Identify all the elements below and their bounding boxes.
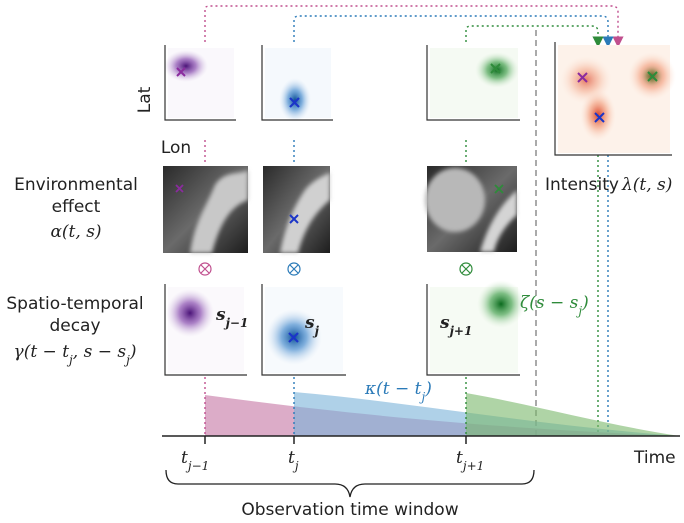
time-ticks (205, 436, 466, 444)
time-tick-label: tj+1 (456, 448, 484, 473)
formula: γ(t − tj, s − sj) (14, 342, 137, 367)
product-symbol (199, 263, 472, 275)
environment-image (425, 166, 517, 252)
connector (466, 26, 598, 42)
text-part: κ(t − t (364, 379, 422, 399)
intensity-label: Intensity (545, 175, 619, 195)
text-part: ) (424, 379, 432, 399)
environment-image (263, 166, 330, 253)
kernel-label: κ(t − tj) (364, 379, 432, 404)
body: Lat Lon Environmental effect α(t, s) Spa… (0, 0, 684, 523)
time-tick-label: tj (288, 448, 299, 473)
time-tick-label: tj−1 (181, 448, 209, 473)
intensity-panel (427, 45, 520, 120)
row-label: Environmental (14, 175, 138, 195)
connector (294, 16, 608, 42)
intensity-panel (262, 45, 333, 122)
text-part: ) (129, 342, 137, 362)
subscript: j−1 (185, 459, 209, 473)
subscript: j (313, 324, 320, 338)
text-part: ζ(s − s (520, 293, 579, 313)
page: Spatio-temporal point process diagram {"… (0, 0, 684, 523)
kernel-label: ζ(s − sj) (520, 293, 589, 318)
axis-label: Time (633, 448, 676, 468)
window-label: Observation time window (241, 500, 458, 520)
text-part: γ(t − t (14, 342, 70, 362)
intensity-map (555, 42, 676, 155)
subscript: j−1 (224, 316, 249, 330)
intensity-panel (164, 45, 236, 120)
text-part: , s − s (73, 342, 127, 362)
text-part: s (215, 305, 226, 325)
environment-image (163, 166, 248, 253)
formula: λ(t, s) (621, 175, 672, 195)
axis-label: Lat (135, 86, 155, 113)
connector (205, 6, 618, 42)
row-label: decay (49, 316, 100, 336)
window-brace (166, 470, 534, 497)
row-label: Spatio-temporal (6, 294, 143, 314)
subscript: j+1 (448, 324, 473, 338)
text-part: ) (581, 293, 589, 313)
subscript: j+1 (460, 459, 484, 473)
axis-label: Lon (161, 138, 191, 158)
diagram: Lat Lon Environmental effect α(t, s) Spa… (0, 0, 684, 523)
decay-area (466, 393, 680, 436)
text-part: s (304, 313, 315, 333)
decay-panel (262, 284, 346, 375)
text-part: s (439, 313, 450, 333)
formula: α(t, s) (50, 222, 101, 242)
row-label: effect (52, 197, 101, 217)
